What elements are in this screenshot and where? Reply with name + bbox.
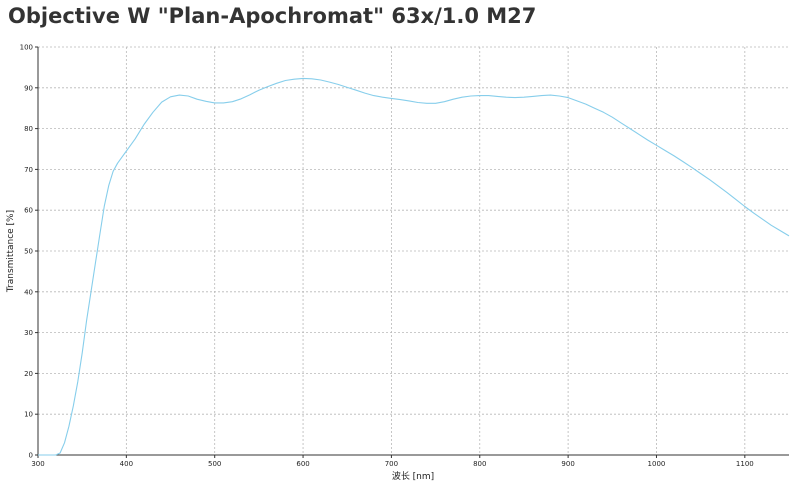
y-tick-label: 50 (24, 248, 33, 256)
y-tick-label: 60 (24, 207, 33, 215)
x-tick-label: 1100 (736, 460, 754, 468)
y-tick-labels: 0 10 20 30 40 50 60 70 80 90 100 (20, 44, 33, 460)
y-tick-label: 100 (20, 44, 33, 52)
grid-lines (38, 46, 789, 455)
y-tick-label: 40 (24, 288, 33, 296)
y-tick-label: 70 (24, 166, 33, 174)
y-tick-label: 10 (24, 411, 33, 419)
y-tick-label: 20 (24, 370, 33, 378)
x-tick-label: 300 (31, 460, 44, 468)
series-layer (38, 77, 790, 456)
series-line-0 (38, 77, 790, 456)
x-tick-labels: 300 400 500 600 700 800 900 1000 1100 (31, 460, 753, 468)
x-tick-label: 500 (208, 460, 221, 468)
chart-title: Objective W "Plan-Apochromat" 63x/1.0 M2… (8, 4, 537, 28)
x-tick-label: 700 (385, 460, 398, 468)
x-tick-label: 900 (561, 460, 574, 468)
x-axis-label: 波长 [nm] (392, 470, 434, 482)
y-axis-label: Transmittance [%] (6, 210, 16, 293)
plot-axes (35, 46, 789, 458)
y-tick-label: 30 (24, 329, 33, 337)
y-tick-label: 80 (24, 125, 33, 133)
y-tick-label: 90 (24, 84, 33, 92)
x-tick-label: 600 (296, 460, 309, 468)
x-tick-label: 400 (120, 460, 133, 468)
y-tick-label: 0 (29, 452, 33, 460)
x-tick-label: 800 (473, 460, 486, 468)
x-tick-label: 1000 (648, 460, 666, 468)
